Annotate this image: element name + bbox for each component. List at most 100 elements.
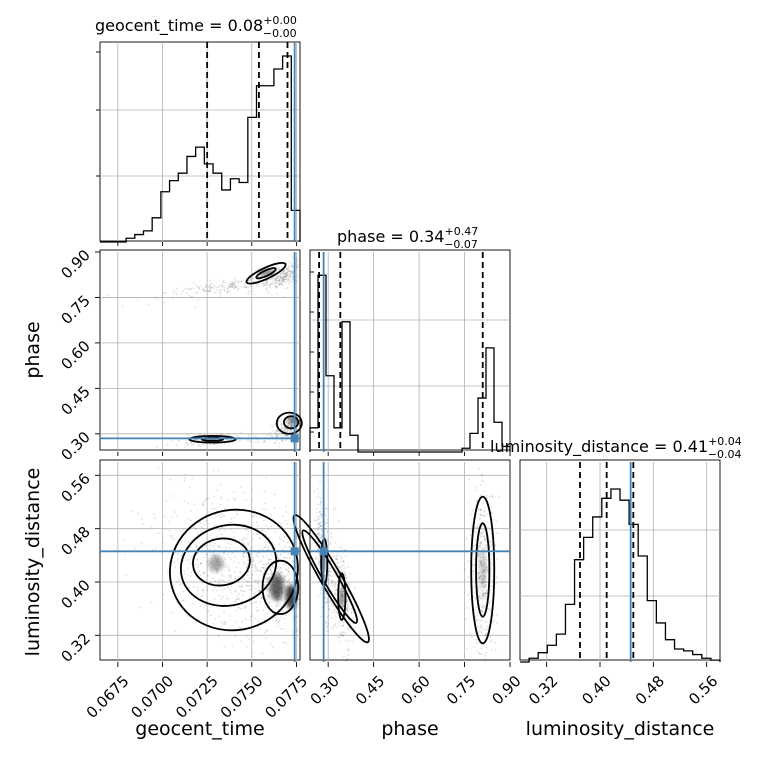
scatter-point (197, 589, 199, 592)
scatter-point (276, 279, 279, 282)
scatter-point (275, 277, 278, 280)
scatter-point (485, 646, 488, 649)
scatter-point (332, 610, 335, 613)
scatter-point (345, 576, 348, 579)
scatter-point (345, 608, 348, 610)
scatter-point (209, 286, 212, 288)
density-blob (208, 555, 224, 572)
scatter-point (285, 276, 288, 279)
scatter-point (271, 646, 274, 649)
scatter-point (490, 649, 493, 652)
scatter-point (486, 625, 488, 628)
scatter-point (163, 301, 166, 304)
scatter-point (486, 521, 489, 523)
scatter-point (330, 582, 333, 585)
scatter-point (275, 279, 278, 282)
scatter-point (240, 590, 243, 592)
scatter-point (275, 434, 278, 437)
scatter-point (229, 283, 232, 285)
scatter-point (476, 619, 479, 621)
scatter-point (221, 573, 224, 576)
scatter-point (261, 529, 263, 531)
scatter-point (342, 621, 345, 624)
scatter-point (246, 585, 249, 587)
scatter-point (476, 500, 478, 502)
scatter-point (473, 563, 476, 566)
scatter-point (475, 638, 478, 641)
scatter-point (270, 553, 273, 556)
scatter-point (215, 535, 218, 538)
scatter-point (188, 486, 191, 489)
scatter-point (278, 279, 280, 281)
scatter-point (243, 543, 246, 546)
scatter-point (279, 432, 282, 435)
scatter-point (482, 603, 485, 605)
scatter-point (277, 434, 280, 437)
scatter-point (492, 495, 495, 498)
scatter-point (226, 290, 229, 293)
scatter-point (350, 611, 353, 613)
scatter-point (329, 609, 331, 611)
scatter-point (475, 500, 478, 503)
scatter-point (187, 586, 190, 589)
scatter-point (202, 556, 205, 558)
scatter-point (327, 571, 330, 573)
scatter-point (479, 592, 481, 595)
scatter-point (289, 280, 292, 283)
scatter-point (275, 282, 277, 285)
scatter-point (340, 634, 343, 637)
scatter-point (182, 290, 184, 293)
scatter-point (234, 280, 236, 283)
scatter-point (317, 532, 320, 535)
scatter-point (178, 548, 181, 551)
scatter-point (318, 522, 320, 525)
scatter-point (481, 528, 484, 531)
scatter-point (493, 614, 495, 617)
scatter-point (467, 560, 470, 562)
scatter-point (326, 599, 329, 601)
scatter-point (218, 594, 221, 597)
scatter-point (281, 284, 284, 287)
scatter-point (335, 582, 337, 585)
scatter-point (276, 435, 278, 438)
scatter-point (220, 498, 223, 500)
scatter-point (336, 558, 339, 561)
scatter-point (268, 601, 271, 603)
scatter-point (277, 442, 280, 444)
scatter-point (242, 561, 245, 563)
scatter-point (317, 551, 320, 554)
scatter-point (195, 543, 198, 546)
scatter-point (209, 286, 212, 289)
scatter-point (485, 592, 488, 595)
scatter-point (347, 583, 350, 586)
scatter-point (286, 273, 289, 276)
scatter-point (478, 508, 480, 511)
scatter-point (276, 429, 279, 432)
scatter-point (202, 288, 204, 291)
scatter-point (241, 620, 244, 623)
scatter-point (218, 615, 221, 618)
scatter-point (481, 473, 484, 476)
scatter-point (167, 570, 169, 572)
scatter-point (232, 287, 235, 289)
scatter-point (281, 428, 283, 431)
scatter-point (284, 274, 287, 277)
scatter-point (281, 577, 284, 579)
scatter-point (266, 599, 269, 601)
scatter-point (234, 590, 237, 593)
scatter-point (489, 546, 491, 548)
scatter-point (191, 477, 194, 480)
scatter-point (482, 511, 485, 513)
scatter-point (236, 513, 239, 516)
scatter-point (317, 548, 319, 551)
scatter-point (260, 597, 263, 600)
scatter-point (203, 499, 206, 502)
scatter-point (266, 279, 268, 282)
scatter-point (333, 555, 336, 558)
scatter-point (265, 283, 268, 285)
scatter-point (208, 286, 210, 289)
scatter-point (320, 513, 322, 515)
scatter-point (251, 512, 254, 515)
scatter-point (247, 559, 250, 562)
scatter-point (209, 279, 212, 282)
